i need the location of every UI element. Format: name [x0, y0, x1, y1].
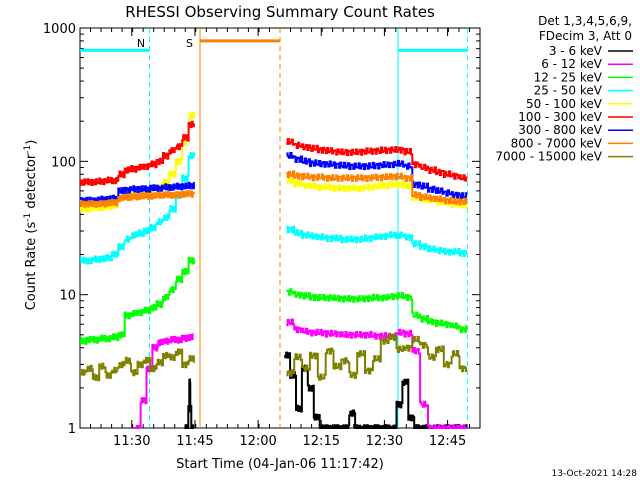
series-line	[80, 120, 195, 186]
y-tick-label: 1	[68, 422, 76, 437]
y-axis-label: Count Rate (s-1 detector-1)	[23, 140, 39, 311]
legend-entry-label: 100 - 300 keV	[518, 110, 602, 124]
legend-header-line-1: Det 1,3,4,5,6,9,	[538, 14, 632, 28]
series-line	[286, 170, 468, 206]
legend-entry-label: 12 - 25 keV	[534, 70, 603, 84]
series-line	[284, 351, 468, 429]
series-line	[80, 190, 195, 208]
y-axis-label-mid: detector	[24, 153, 39, 213]
legend-entry-label: 300 - 800 keV	[518, 123, 602, 137]
chart-title: RHESSI Observing Summary Count Rates	[125, 3, 435, 21]
series-line	[286, 138, 468, 182]
y-tick-label: 1000	[43, 22, 76, 37]
series-12to25kev	[80, 256, 468, 345]
y-axis-label-end: )	[24, 140, 39, 145]
y-tick-label: 100	[51, 155, 76, 170]
x-tick-label: 11:45	[176, 434, 213, 449]
series-7000to15000kev	[80, 333, 468, 382]
x-tick-label: 12:45	[429, 434, 466, 449]
series-line	[286, 225, 468, 258]
flag-annotation: S	[186, 37, 193, 50]
legend-entry-label: 50 - 100 keV	[526, 97, 603, 111]
series-25to50kev	[80, 152, 468, 265]
series-100to300kev	[80, 120, 468, 186]
series-line	[184, 378, 195, 429]
series-line	[286, 152, 468, 200]
x-axis-label: Start Time (04-Jan-06 11:17:42)	[176, 457, 384, 472]
y-axis-label-sup2: -1	[23, 145, 33, 154]
legend-header-line-2: FDecim 3, Att 0	[539, 29, 632, 43]
x-tick-label: 12:15	[303, 434, 340, 449]
x-tick-label: 12:30	[366, 434, 403, 449]
legend-entry-label: 3 - 6 keV	[549, 44, 603, 58]
series-line	[80, 152, 195, 265]
series-800to7000kev	[80, 170, 468, 208]
legend-entry-label: 7000 - 15000 keV	[495, 150, 602, 164]
flag-annotation: N	[137, 37, 145, 50]
legend-entry-label: 25 - 50 keV	[534, 84, 603, 98]
series-line	[286, 333, 468, 381]
y-tick-label: 10	[59, 289, 76, 304]
series-line	[80, 348, 195, 382]
x-tick-label: 12:00	[239, 434, 276, 449]
series-line	[286, 318, 468, 429]
series-line	[134, 333, 194, 429]
legend-entry-label: 6 - 12 keV	[541, 57, 603, 71]
series-line	[286, 288, 468, 334]
footer-date: 13-Oct-2021 14:28	[552, 469, 638, 479]
series-6to12kev	[134, 318, 468, 429]
y-axis-label-sup1: -1	[23, 213, 33, 222]
series-line	[80, 256, 195, 345]
y-axis-label-main: Count Rate (s	[24, 222, 39, 311]
legend-entry-label: 800 - 7000 keV	[511, 136, 603, 150]
x-tick-label: 11:30	[113, 434, 150, 449]
